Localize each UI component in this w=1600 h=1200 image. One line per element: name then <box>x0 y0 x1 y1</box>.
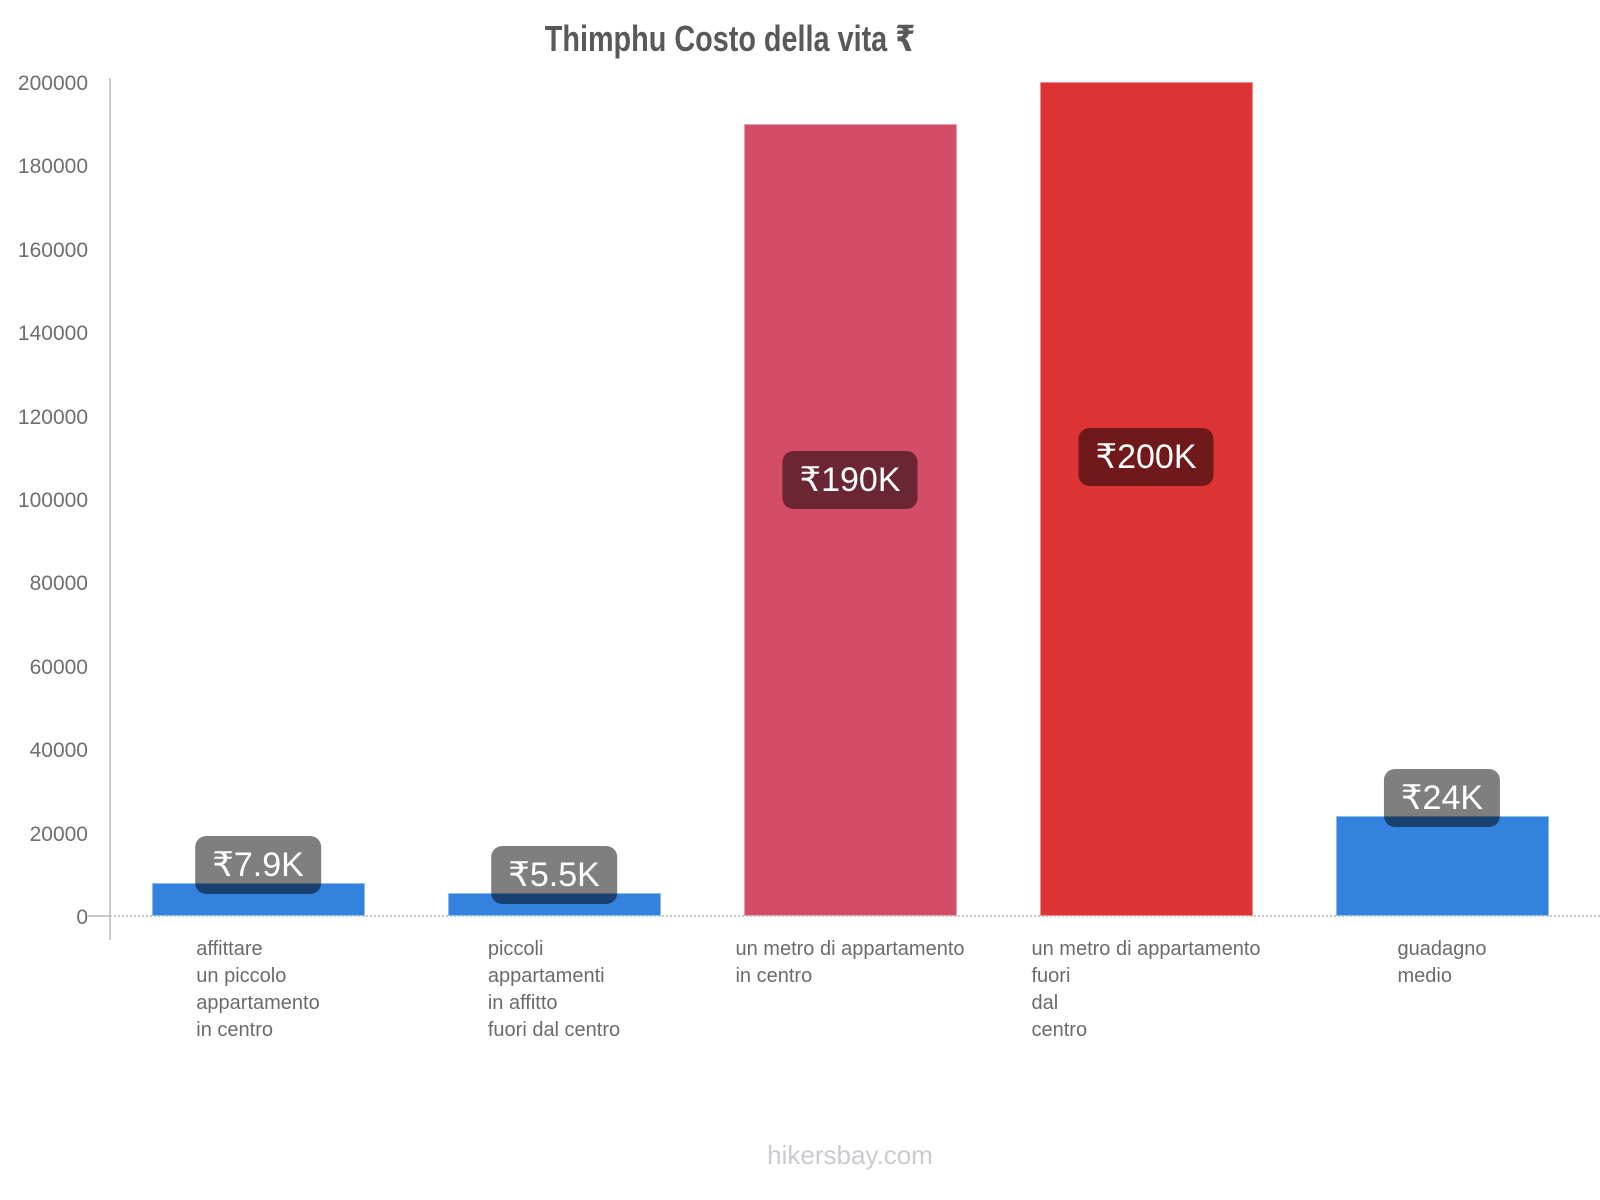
x-axis-label-line: in centro <box>196 1019 274 1041</box>
x-axis-label-line: un piccolo <box>196 965 287 987</box>
bar-5[interactable] <box>1335 815 1549 916</box>
y-axis-label: 40000 <box>29 739 88 763</box>
x-axis-label: piccoli appartamenti in affitto fuori dal c… <box>488 936 620 1044</box>
x-axis-label-line: medio <box>1397 965 1452 987</box>
value-badge: ₹200K <box>1078 428 1214 487</box>
x-axis-label-line: piccoli <box>487 938 544 960</box>
x-axis-label-line: guadagno <box>1397 938 1487 960</box>
x-axis-label-line: centro <box>1031 1019 1088 1041</box>
zero-tick-mark <box>88 915 110 917</box>
x-axis-label-line: un metro di appartamento <box>735 938 965 960</box>
chart-title: Thimphu Costo della vita ₹ <box>544 18 916 59</box>
value-badge: ₹190K <box>782 451 918 510</box>
x-axis-label-line: in centro <box>735 965 813 987</box>
x-axis-label-line: fuori dal centro <box>487 1019 621 1041</box>
y-axis-label: 80000 <box>29 572 88 596</box>
x-axis-label: un metro di appartamento in centro <box>735 936 964 990</box>
y-axis-label: 180000 <box>17 155 88 179</box>
x-axis-label: affittare un piccolo appartamento in centro <box>196 936 319 1044</box>
x-axis-label-line: in affitto <box>487 992 558 1014</box>
value-badge: ₹7.9K <box>195 836 321 895</box>
y-axis-label: 20000 <box>29 822 88 846</box>
y-axis-label: 100000 <box>17 489 88 512</box>
x-axis-label-line: un metro di appartamento <box>1031 938 1261 960</box>
watermark-text: hikersbay.com <box>767 1140 933 1170</box>
y-axis-label: 60000 <box>29 655 88 679</box>
y-axis-label: 160000 <box>17 238 88 262</box>
bar-1[interactable] <box>151 883 365 916</box>
y-axis-label: 0 <box>76 906 88 929</box>
x-axis-label: guadagno medio <box>1398 936 1487 990</box>
x-axis-label-line: affittare <box>196 938 263 960</box>
y-axis-label: 140000 <box>17 322 88 346</box>
value-badge: ₹5.5K <box>491 846 617 905</box>
bar-4[interactable] <box>1039 82 1253 916</box>
x-axis-label-line: appartamento <box>196 992 320 1014</box>
x-axis-line <box>110 915 1600 917</box>
y-axis-line <box>109 78 111 940</box>
bar-3[interactable] <box>743 123 957 916</box>
y-axis-label: 200000 <box>17 72 88 95</box>
x-axis-label-line: appartamenti <box>487 965 605 987</box>
x-axis-label: un metro di appartamento fuori dal centro <box>1031 936 1260 1044</box>
y-axis-label: 120000 <box>17 405 88 429</box>
value-badge: ₹24K <box>1383 768 1501 827</box>
x-axis-label-line: dal <box>1031 992 1059 1014</box>
x-axis-label-line: fuori <box>1031 965 1071 987</box>
